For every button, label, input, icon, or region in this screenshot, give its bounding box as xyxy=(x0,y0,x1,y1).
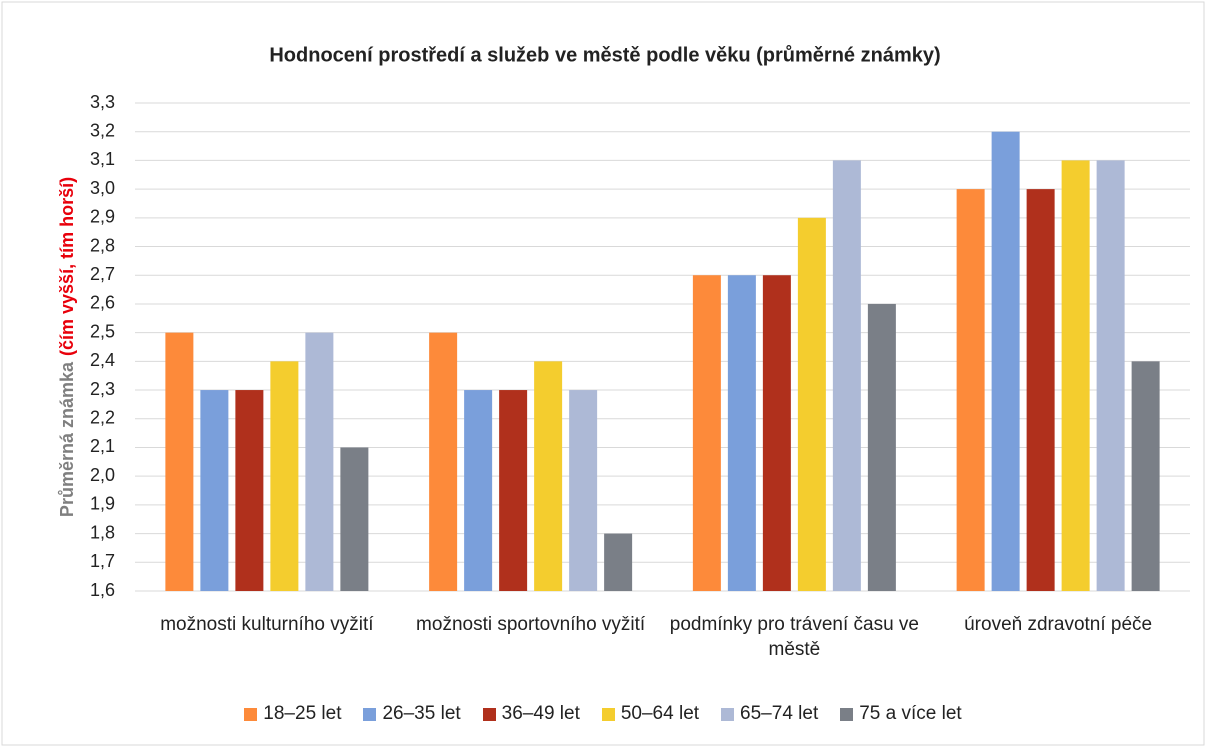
y-tick-label: 3,1 xyxy=(90,149,115,169)
y-tick-label: 2,4 xyxy=(90,350,115,370)
legend-label: 36–49 let xyxy=(501,703,580,724)
y-tick-label: 2,8 xyxy=(90,235,115,255)
y-tick-label: 1,9 xyxy=(90,494,115,514)
y-tick-label: 2,2 xyxy=(90,408,115,428)
bar xyxy=(235,390,264,591)
legend-label: 65–74 let xyxy=(740,703,819,724)
bar xyxy=(832,160,861,592)
bar xyxy=(200,390,229,591)
y-label-main: Průměrná známka xyxy=(57,361,77,517)
y-tick-label: 1,6 xyxy=(90,580,115,600)
bar xyxy=(727,275,756,591)
y-tick-label: 3,0 xyxy=(90,178,115,198)
chart-title: Hodnocení prostředí a služeb ve městě po… xyxy=(269,44,940,66)
y-tick-label: 2,3 xyxy=(90,379,115,399)
legend-swatch xyxy=(363,707,377,721)
y-tick-label: 1,7 xyxy=(90,551,115,571)
legend-swatch xyxy=(482,707,496,721)
x-tick-label: možnosti sportovního vyžití xyxy=(416,614,646,635)
x-tick-label: podmínky pro trávení času ve městě xyxy=(669,614,919,660)
y-tick-label: 2,6 xyxy=(90,293,115,313)
bar xyxy=(305,332,334,591)
legend-item: 50–64 let xyxy=(601,703,700,725)
bar xyxy=(340,447,369,591)
bar xyxy=(762,275,791,591)
bar xyxy=(1131,361,1160,591)
legend-swatch xyxy=(244,707,258,721)
y-label-note: (čím vyšší, tím horší) xyxy=(57,177,77,356)
bar xyxy=(534,361,563,591)
legend-item: 36–49 let xyxy=(482,703,580,725)
bar xyxy=(270,361,299,591)
legend-label: 18–25 let xyxy=(263,703,342,724)
bar xyxy=(867,303,896,591)
bar xyxy=(429,332,458,591)
legend-item: 75 a více let xyxy=(840,703,962,725)
y-tick-label: 2,5 xyxy=(90,321,115,341)
bar xyxy=(604,533,633,591)
legend-label: 50–64 let xyxy=(620,703,700,724)
bar xyxy=(464,390,493,591)
y-tick-label: 2,1 xyxy=(90,436,115,456)
legend-label: 26–35 let xyxy=(382,703,461,724)
legend-item: 65–74 let xyxy=(721,703,818,725)
legend-swatch xyxy=(840,707,854,721)
bar xyxy=(569,390,598,591)
bar xyxy=(165,332,194,591)
y-tick-label: 2,7 xyxy=(90,264,115,284)
x-tick-label: úroveň zdravotní péče xyxy=(964,614,1153,635)
bar xyxy=(499,390,528,591)
bar xyxy=(797,217,826,591)
legend: 18–25 let 26–35 let 36–49 let 50–64 let 65–7… xyxy=(0,703,1206,725)
legend-item: 26–35 let xyxy=(363,703,461,725)
y-tick-label: 2,9 xyxy=(90,207,115,227)
bar xyxy=(991,131,1020,592)
legend-item: 18–25 let xyxy=(244,703,341,725)
legend-swatch xyxy=(601,707,615,721)
legend-swatch xyxy=(721,707,735,721)
y-tick-label: 1,8 xyxy=(90,522,115,542)
bar xyxy=(956,189,985,591)
bar xyxy=(692,275,721,591)
x-tick-label: možnosti kulturního vyžití xyxy=(160,614,374,635)
y-tick-label: 2,0 xyxy=(90,465,115,485)
y-tick-label: 3,3 xyxy=(90,92,115,112)
bar xyxy=(1096,160,1125,592)
y-axis-label: Průměrná známka (čím vyšší, tím horší) xyxy=(57,177,77,517)
y-tick-label: 3,2 xyxy=(90,120,115,140)
bar xyxy=(1061,160,1090,592)
bar xyxy=(1026,189,1055,591)
legend-label: 75 a více let xyxy=(859,703,962,724)
